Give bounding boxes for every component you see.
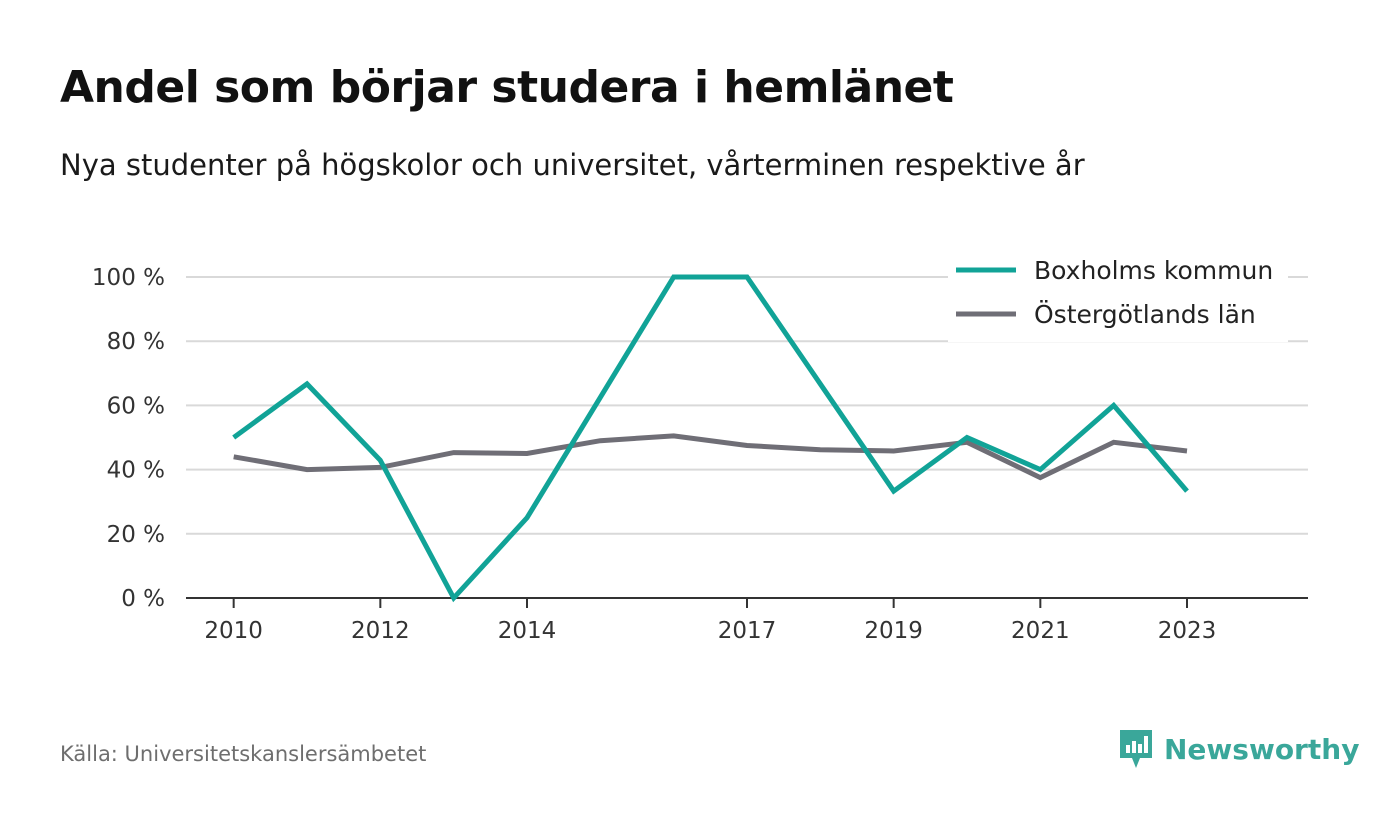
line-chart: 0 %20 %40 %60 %80 %100 % 2010 2012 2014 201… [91, 248, 1308, 644]
x-tick-label: 2014 [498, 618, 557, 644]
x-tick-label: 2023 [1158, 618, 1217, 644]
y-tick-label: 60 % [107, 393, 165, 419]
legend-label: Östergötlands län [1034, 300, 1256, 329]
legend-label: Boxholms kommun [1034, 256, 1273, 285]
x-tick-label: 2021 [1011, 618, 1070, 644]
chart-subtitle: Nya studenter på högskolor och universit… [60, 148, 1085, 182]
x-tick-label: 2010 [204, 618, 263, 644]
newsworthy-logo-icon [1120, 730, 1152, 768]
y-tick-label: 40 % [107, 458, 165, 484]
x-tick-label: 2019 [864, 618, 923, 644]
y-tick-label: 20 % [107, 522, 165, 548]
chart-title: Andel som börjar studera i hemlänet [60, 62, 954, 113]
y-axis-ticks: 0 % 20 % 40 % 60 % 80 % 100 % [92, 265, 165, 612]
x-tick-label: 2017 [718, 618, 777, 644]
y-tick-label: 100 % [92, 265, 165, 291]
brand-name: Newsworthy [1164, 732, 1360, 766]
y-tick-label: 80 % [107, 329, 165, 355]
x-axis-ticks: 2010 2012 2014 2017 2019 2021 2023 [204, 598, 1216, 644]
series-line [233, 433, 1188, 481]
brand: Newsworthy [1118, 728, 1359, 770]
x-tick-label: 2012 [351, 618, 410, 644]
source-note: Källa: Universitetskanslersämbetet [60, 742, 427, 766]
series-line [232, 274, 1189, 603]
legend: Boxholms kommun Östergötlands län [948, 248, 1288, 342]
series-lines [232, 274, 1189, 603]
y-tick-label: 0 % [121, 586, 165, 612]
legend-background [948, 248, 1288, 342]
